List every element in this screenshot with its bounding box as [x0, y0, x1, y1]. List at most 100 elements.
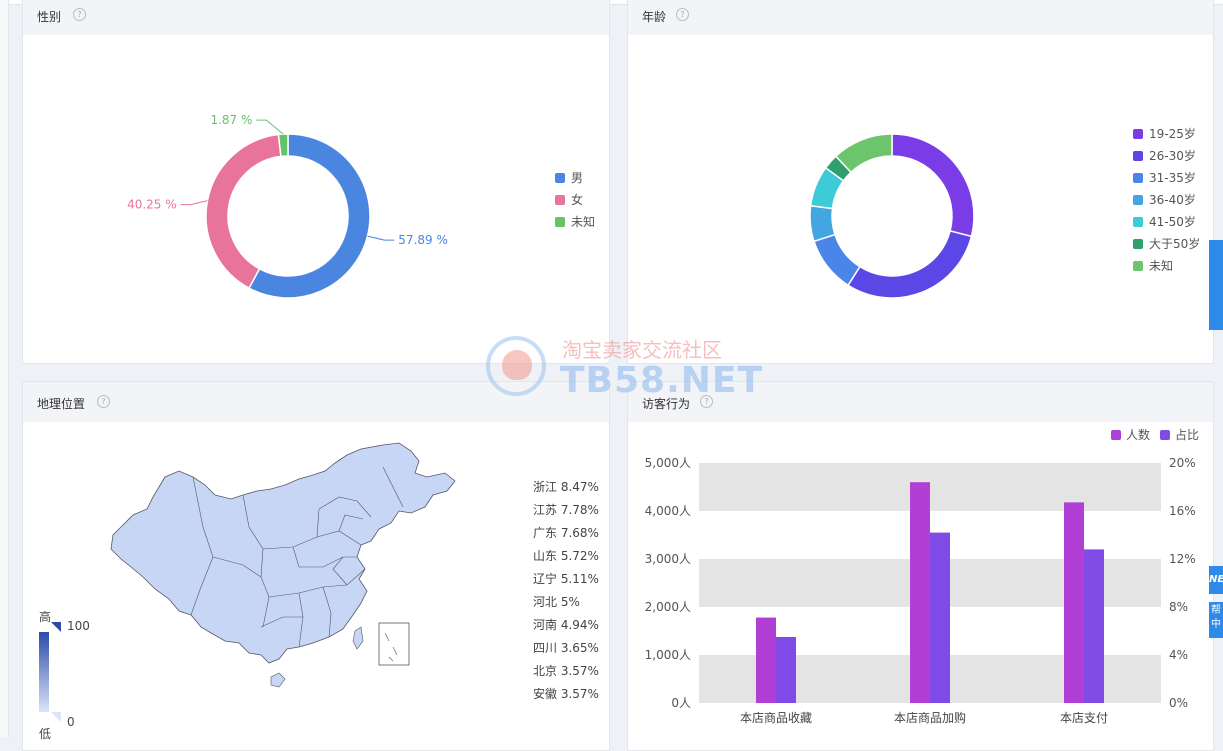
- gender-slice[interactable]: [277, 133, 289, 158]
- geo-panel: 地理位置 ? 高: [22, 381, 610, 751]
- province-item: 山东 5.72%: [533, 545, 613, 568]
- side-tab-top[interactable]: [1209, 240, 1223, 330]
- province-item: 河北 5%: [533, 591, 613, 614]
- help-icon[interactable]: ?: [73, 8, 86, 21]
- legend-label: 19-25岁: [1149, 127, 1196, 141]
- left-strip: [0, 0, 9, 737]
- bar-人数[interactable]: [1064, 502, 1084, 703]
- legend-swatch: [1133, 151, 1143, 161]
- legend-label: 男: [571, 171, 584, 185]
- y-right-tick: 12%: [1169, 552, 1196, 566]
- callout-line: [256, 119, 284, 135]
- scale-min-label: 0: [67, 715, 75, 729]
- age-panel-header: 年龄 ?: [628, 0, 1213, 35]
- y-left-tick: 4,000人: [645, 504, 691, 518]
- gender-title: 性别: [37, 10, 62, 24]
- province-item: 辽宁 5.11%: [533, 568, 613, 591]
- callout-line: [180, 200, 208, 206]
- gender-panel-header: 性别 ?: [23, 0, 609, 35]
- bar-占比[interactable]: [1084, 549, 1104, 703]
- top-bar: [0, 0, 1223, 5]
- visitor-legend: 人数 占比: [1101, 426, 1199, 443]
- province-value: 7.78%: [560, 503, 599, 517]
- gender-panel: 性别 ? 57.89 % 40.25 % 1.87 % 男女未知: [22, 0, 610, 364]
- bar-占比[interactable]: [930, 532, 950, 703]
- y-right-tick: 0%: [1169, 696, 1188, 710]
- age-slice[interactable]: [891, 133, 975, 238]
- scale-handle-top: [51, 622, 61, 632]
- province-name: 浙江: [533, 480, 561, 494]
- province-item: 北京 3.57%: [533, 660, 613, 683]
- age-legend: 19-25岁 26-30岁 31-35岁 36-40岁 41-50岁大于50岁未知: [1133, 123, 1200, 277]
- legend-swatch: [555, 195, 565, 205]
- legend-label: 占比: [1174, 428, 1199, 442]
- x-tick: 本店支付: [1060, 711, 1108, 725]
- legend-item[interactable]: 大于50岁: [1133, 233, 1200, 255]
- province-value: 3.65%: [560, 641, 599, 655]
- gender-slice[interactable]: [248, 133, 371, 299]
- legend-item[interactable]: 女: [555, 189, 595, 211]
- age-slice[interactable]: [809, 204, 836, 243]
- help-icon[interactable]: ?: [676, 8, 689, 21]
- scale-max-label: 100: [67, 619, 90, 633]
- legend-swatch: [1110, 430, 1121, 440]
- callout-label: 57.89 %: [398, 233, 448, 247]
- callout-label: 40.25 %: [127, 198, 177, 212]
- legend-item[interactable]: 36-40岁: [1133, 189, 1200, 211]
- x-tick: 本店商品收藏: [740, 710, 812, 725]
- legend-item[interactable]: 未知: [555, 211, 595, 233]
- help-icon[interactable]: ?: [700, 395, 713, 408]
- china-map: [110, 442, 456, 688]
- visitor-panel: 访客行为 ? 人数 占比 0人 1,000人 2,000人 3,000人 4,000人 5,…: [627, 381, 1214, 751]
- visitor-title: 访客行为: [642, 397, 691, 411]
- legend-swatch: [1133, 173, 1143, 183]
- y-left-tick: 2,000人: [645, 600, 691, 614]
- province-item: 安徽 3.57%: [533, 683, 613, 706]
- y-left-tick: 3,000人: [645, 552, 691, 566]
- legend-item[interactable]: 26-30岁: [1133, 145, 1200, 167]
- side-tab-ne[interactable]: NE: [1209, 566, 1223, 594]
- legend-item[interactable]: 男: [555, 167, 595, 189]
- age-slice[interactable]: [813, 233, 861, 287]
- side-tab-help[interactable]: 帮 中: [1209, 602, 1223, 638]
- hainan-island: [270, 672, 286, 688]
- bar-人数[interactable]: [756, 617, 776, 703]
- y-left-tick: 0人: [671, 696, 691, 710]
- legend-item[interactable]: 未知: [1133, 255, 1200, 277]
- legend-swatch: [555, 173, 565, 183]
- side-tab-ne-label: NE: [1209, 574, 1223, 585]
- legend-item[interactable]: 41-50岁: [1133, 211, 1200, 233]
- province-item: 江苏 7.78%: [533, 499, 613, 522]
- legend-label: 未知: [1149, 259, 1174, 273]
- color-scale-bar[interactable]: [39, 622, 61, 722]
- side-tab-help-label: 帮: [1211, 605, 1221, 616]
- age-slice[interactable]: [834, 133, 893, 174]
- province-item: 河南 4.94%: [533, 614, 613, 637]
- gender-slice[interactable]: [205, 133, 282, 290]
- help-icon[interactable]: ?: [97, 395, 110, 408]
- province-name: 北京: [533, 664, 561, 678]
- bar-人数[interactable]: [910, 482, 930, 703]
- scale-handle-bottom: [51, 712, 61, 722]
- province-name: 河南: [533, 618, 561, 632]
- province-name: 安徽: [533, 687, 561, 701]
- bar-占比[interactable]: [776, 637, 796, 703]
- legend-item[interactable]: 占比: [1159, 428, 1199, 442]
- province-value: 3.57%: [560, 687, 599, 701]
- age-slice[interactable]: [847, 230, 973, 299]
- legend-label: 41-50岁: [1149, 215, 1196, 229]
- province-ranking-list: 浙江 8.47% 江苏 7.78% 广东 7.68% 山东 5.72% 辽宁 5.11%…: [533, 476, 613, 706]
- legend-item[interactable]: 19-25岁: [1133, 123, 1200, 145]
- geo-panel-header: 地理位置 ?: [23, 382, 609, 422]
- legend-item[interactable]: 31-35岁: [1133, 167, 1200, 189]
- legend-swatch: [1133, 129, 1143, 139]
- province-value: 5.11%: [560, 572, 599, 586]
- province-value: 8.47%: [560, 480, 599, 494]
- legend-label: 女: [571, 193, 584, 207]
- geo-title: 地理位置: [37, 397, 86, 411]
- legend-item[interactable]: 人数: [1110, 428, 1150, 442]
- province-value: 5.72%: [560, 549, 599, 563]
- legend-swatch: [555, 217, 565, 227]
- province-name: 辽宁: [533, 572, 561, 586]
- y-right-tick: 20%: [1169, 456, 1196, 470]
